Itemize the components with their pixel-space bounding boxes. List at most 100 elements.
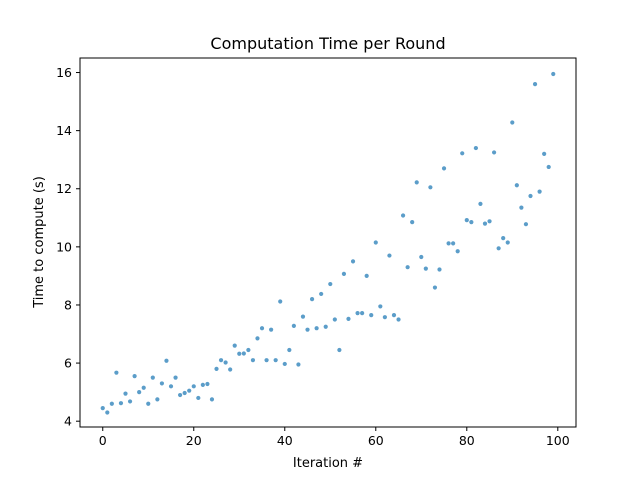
chart-title: Computation Time per Round — [210, 34, 445, 53]
data-point — [146, 401, 151, 406]
x-tick-label: 100 — [546, 433, 570, 448]
data-point — [205, 381, 210, 387]
data-point — [537, 189, 542, 194]
data-point — [505, 240, 510, 245]
data-point — [100, 406, 105, 411]
data-point — [309, 297, 315, 302]
data-point — [305, 327, 310, 332]
data-point — [373, 240, 378, 245]
x-tick-label: 0 — [99, 433, 107, 448]
data-point — [469, 220, 474, 225]
data-point — [246, 347, 251, 353]
data-point — [228, 367, 233, 372]
data-point — [432, 285, 438, 290]
data-point — [355, 311, 360, 316]
data-point — [510, 120, 515, 125]
data-point — [551, 71, 556, 77]
data-point — [364, 273, 369, 279]
data-points — [100, 71, 556, 415]
data-point — [300, 314, 306, 319]
y-tick-label: 16 — [56, 65, 72, 80]
x-tick-label: 80 — [459, 433, 475, 448]
data-point — [241, 351, 246, 356]
data-point — [423, 266, 428, 271]
data-point — [141, 385, 146, 390]
data-point — [514, 183, 519, 188]
y-tick-label: 4 — [64, 414, 72, 429]
y-tick-label: 8 — [64, 297, 72, 312]
data-point — [323, 324, 328, 329]
data-point — [455, 249, 460, 254]
y-tick-label: 10 — [56, 239, 72, 254]
data-point — [437, 267, 442, 272]
data-point — [319, 291, 324, 297]
data-point — [123, 391, 128, 396]
data-point — [132, 374, 137, 379]
data-point — [250, 358, 256, 363]
data-point — [255, 336, 260, 341]
data-point — [109, 401, 114, 406]
data-point — [369, 313, 374, 318]
data-point — [378, 304, 383, 309]
data-point — [414, 180, 419, 185]
data-point — [487, 219, 492, 224]
data-point — [464, 218, 469, 223]
y-tick-label: 14 — [56, 123, 72, 138]
data-point — [478, 201, 483, 206]
data-point — [400, 213, 406, 218]
data-point — [200, 382, 205, 387]
data-point — [150, 375, 155, 380]
data-point — [296, 362, 301, 367]
data-point — [546, 164, 551, 170]
data-point — [391, 313, 397, 318]
data-point — [291, 323, 296, 328]
data-point — [328, 281, 333, 287]
data-point — [196, 395, 201, 401]
data-point — [164, 358, 169, 363]
data-point — [460, 151, 465, 156]
data-point — [114, 370, 119, 375]
data-point — [105, 410, 110, 415]
data-point — [410, 220, 415, 225]
data-point — [209, 397, 215, 402]
data-point — [387, 253, 392, 258]
data-point — [127, 399, 133, 404]
data-point — [214, 366, 219, 371]
x-tick-label: 60 — [368, 433, 384, 448]
data-point — [178, 392, 183, 398]
y-tick-label: 6 — [64, 356, 72, 371]
data-point — [482, 221, 488, 226]
data-point — [532, 82, 538, 87]
data-point — [173, 375, 178, 380]
data-point — [337, 347, 342, 353]
data-point — [451, 241, 456, 246]
data-point — [282, 361, 287, 367]
x-tick-label: 20 — [186, 433, 202, 448]
data-point — [264, 358, 269, 363]
data-point — [191, 384, 196, 389]
data-point — [232, 343, 237, 348]
data-point — [269, 327, 274, 332]
data-point — [287, 347, 292, 353]
data-point — [405, 265, 410, 270]
data-point — [473, 145, 478, 151]
data-point — [428, 185, 433, 190]
y-axis: 4 6 8 10 12 14 16 — [56, 65, 80, 429]
data-point — [159, 381, 165, 386]
data-point — [168, 384, 174, 389]
data-point — [137, 390, 142, 395]
data-point — [542, 151, 547, 156]
data-point — [187, 388, 192, 393]
y-axis-label: Time to compute (s) — [32, 176, 47, 309]
data-point — [360, 311, 365, 316]
data-point — [273, 358, 278, 363]
data-point — [501, 236, 506, 241]
data-point — [396, 317, 401, 322]
data-point — [496, 246, 501, 251]
plot-frame — [79, 57, 577, 428]
data-point — [332, 317, 337, 322]
data-point — [218, 358, 224, 363]
x-axis-label: Iteration # — [293, 456, 363, 471]
x-tick-label: 40 — [277, 433, 293, 448]
